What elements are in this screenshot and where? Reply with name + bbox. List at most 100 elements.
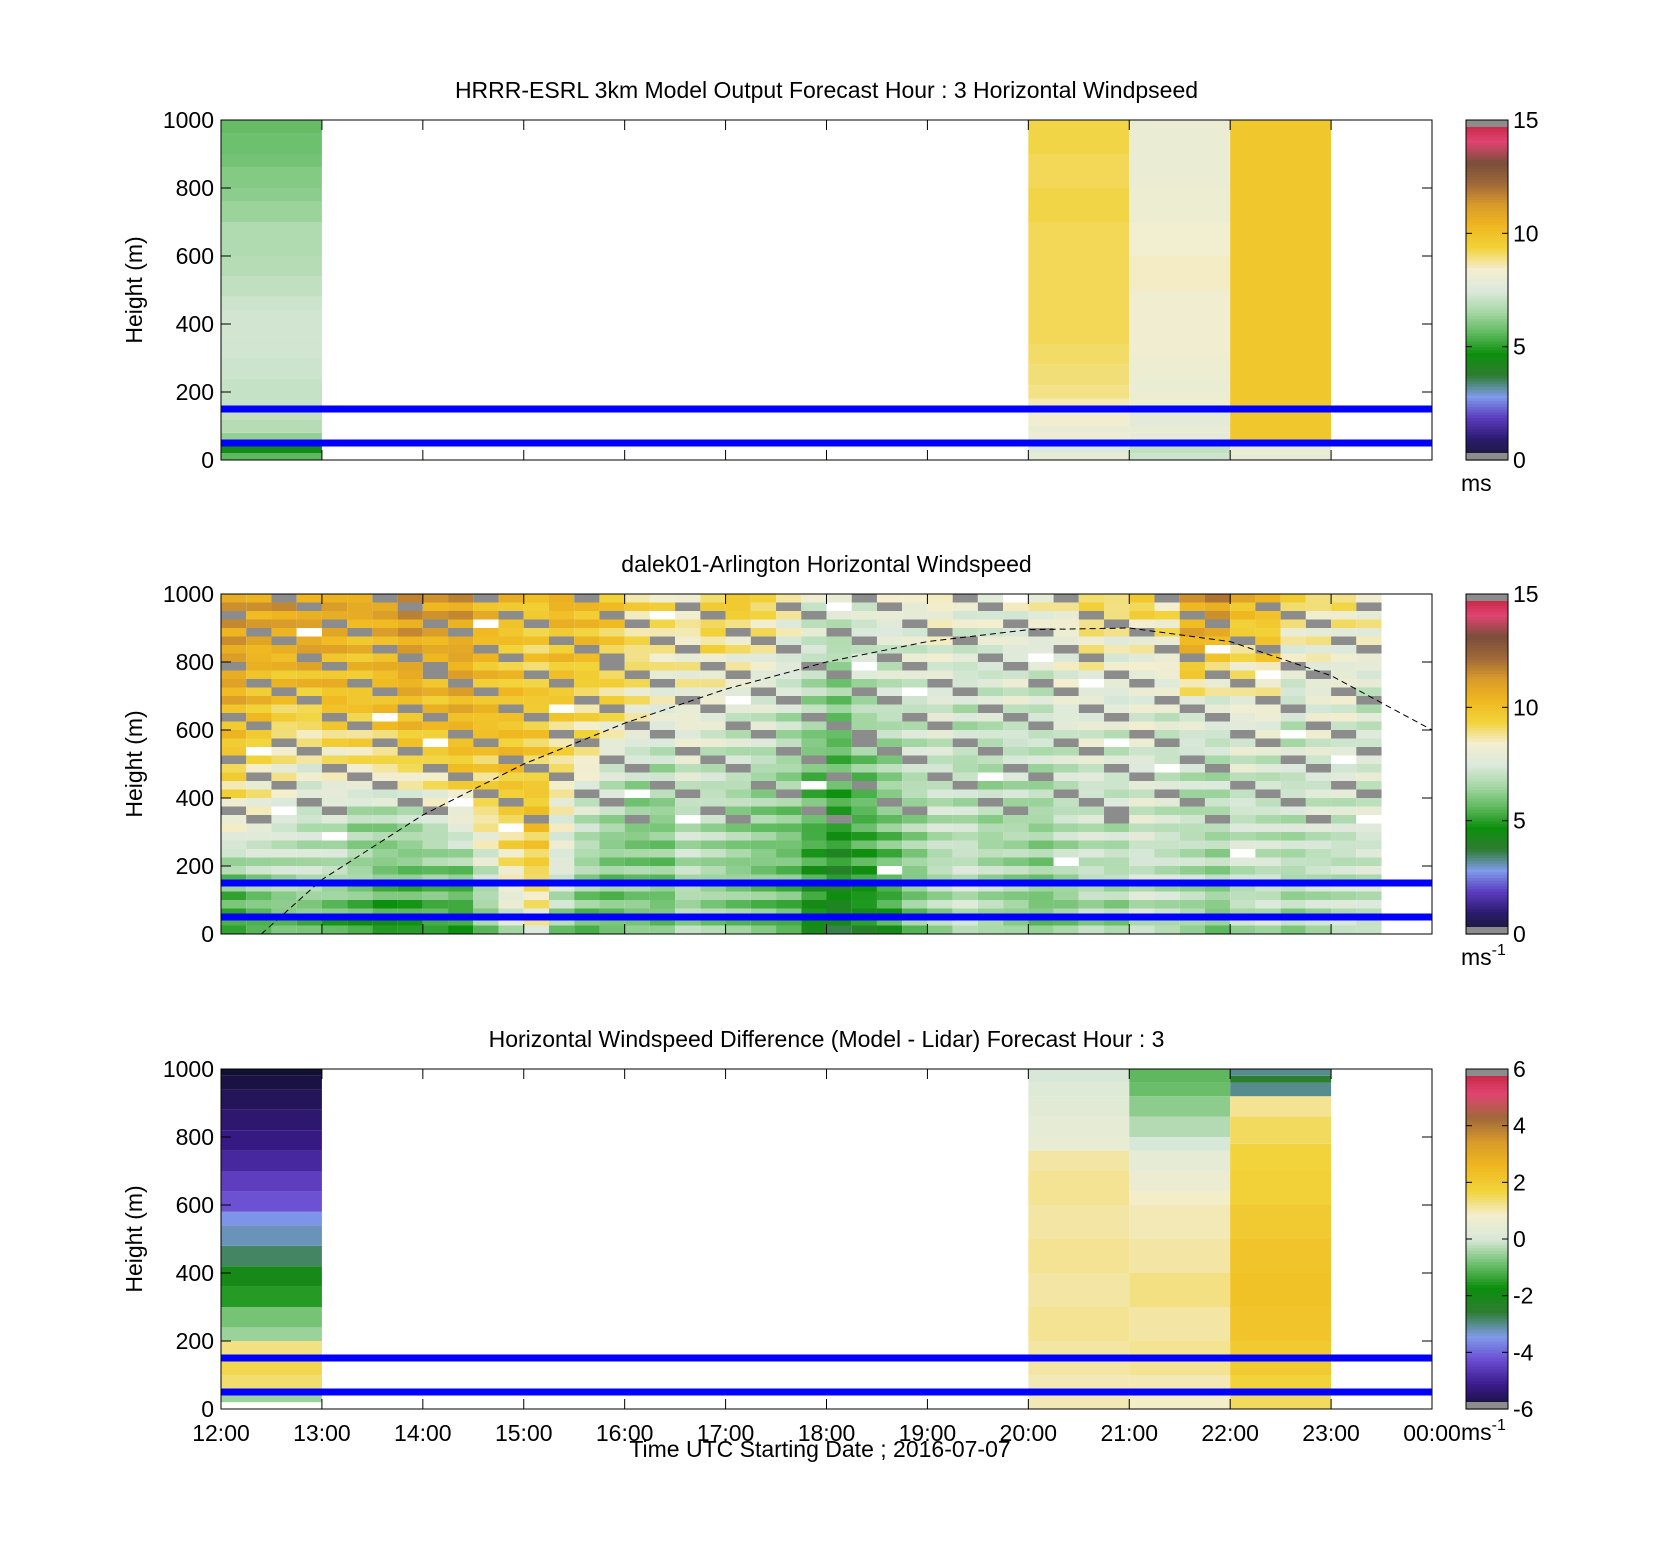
heatmap-cell (271, 806, 297, 815)
colorbar-step (1466, 1358, 1508, 1362)
heatmap-cell (1255, 747, 1281, 756)
colorbar-step (1466, 185, 1508, 189)
heatmap-cell (548, 866, 575, 875)
heatmap-cell (826, 883, 852, 892)
heatmap-cell (473, 874, 499, 883)
heatmap-cell (1179, 857, 1205, 866)
heatmap-cell (1280, 747, 1306, 756)
colorbar-step (1466, 207, 1508, 212)
heatmap-cell (1028, 679, 1054, 688)
heatmap-cell (725, 687, 751, 696)
colorbar-step (1466, 360, 1508, 365)
heatmap-cell (675, 764, 701, 773)
heatmap-cell (952, 789, 978, 798)
heatmap-cell (776, 611, 802, 620)
heatmap-cell (1104, 602, 1130, 611)
colorbar-step (1466, 647, 1508, 652)
heatmap-cell (1331, 806, 1357, 815)
heatmap-cell (1280, 730, 1306, 739)
colorbar-step (1466, 267, 1508, 271)
colorbar-end-cap (1466, 453, 1508, 460)
heatmap-cell (700, 857, 726, 866)
heatmap-cell (1078, 806, 1105, 815)
heatmap-cell (397, 798, 423, 807)
colorbar-frame (1465, 593, 1509, 935)
heatmap-cell (1179, 832, 1205, 841)
heatmap-cell (1028, 611, 1054, 620)
heatmap-cell (700, 772, 726, 781)
colorbar-step (1466, 349, 1508, 353)
heatmap-cell (347, 730, 373, 739)
heatmap-cell (548, 645, 575, 654)
heatmap-cell (574, 832, 600, 841)
heatmap-cell (1305, 849, 1332, 858)
colorbar-step (1466, 1088, 1508, 1093)
heatmap-cell (574, 806, 600, 815)
colorbar-end-cap (1466, 594, 1508, 601)
heatmap-cell (700, 636, 726, 645)
heatmap-cell (548, 730, 575, 739)
heatmap-cell (725, 662, 751, 671)
heatmap-cell (372, 866, 398, 875)
heatmap-cell (574, 798, 600, 807)
heatmap-cell (1356, 687, 1382, 696)
heatmap-cell (1129, 1239, 1231, 1273)
heatmap-cell (952, 849, 978, 858)
heatmap-cell (498, 849, 524, 858)
heatmap-cell (1356, 840, 1382, 849)
heatmap-cell (1104, 653, 1130, 662)
heatmap-cell (397, 823, 423, 832)
heatmap-cell (624, 883, 650, 892)
heatmap-cell (801, 917, 827, 926)
heatmap-cell (1179, 713, 1205, 722)
heatmap-cell (221, 296, 322, 311)
heatmap-cell (448, 645, 474, 654)
heatmap-cell (1129, 1191, 1231, 1205)
heatmap-cell (1078, 832, 1105, 841)
heatmap-cell (1003, 619, 1029, 628)
heatmap-cell (750, 900, 777, 909)
heatmap-cell (347, 755, 373, 764)
heatmap-cell (776, 908, 802, 917)
heatmap-cell (649, 823, 676, 832)
heatmap-cell (1078, 874, 1105, 883)
heatmap-cell (1028, 908, 1054, 917)
heatmap-cell (599, 891, 625, 900)
heatmap-cell (296, 823, 322, 832)
heatmap-cell (927, 670, 953, 679)
heatmap-cell (927, 594, 953, 603)
colorbar-step (1466, 287, 1508, 291)
colorbar-step (1466, 1100, 1508, 1104)
heatmap-cell (1154, 798, 1180, 807)
heatmap-cell (624, 866, 650, 875)
heatmap-cell (1305, 806, 1332, 815)
heatmap-cell (801, 747, 827, 756)
heatmap-cell (1154, 840, 1180, 849)
heatmap-cell (1230, 704, 1256, 713)
colorbar-step (1466, 1190, 1508, 1195)
heatmap-cell (599, 687, 625, 696)
heatmap-cell (221, 670, 247, 679)
heatmap-cell (548, 704, 575, 713)
heatmap-cell (649, 721, 676, 730)
heatmap-cell (1356, 900, 1382, 909)
heatmap-cell (1129, 704, 1155, 713)
heatmap-cell (397, 781, 423, 790)
heatmap-cell (523, 866, 549, 875)
colorbar-step (1466, 744, 1508, 748)
heatmap-cell (1104, 883, 1130, 892)
heatmap-cell (574, 857, 600, 866)
heatmap-cell (296, 628, 322, 637)
heatmap-cell (801, 772, 827, 781)
heatmap-cell (473, 645, 499, 654)
heatmap-cell (1204, 772, 1231, 781)
heatmap-cell (221, 446, 322, 454)
heatmap-cell (1179, 806, 1205, 815)
heatmap-cell (221, 696, 247, 705)
colorbar-step (1466, 205, 1508, 209)
heatmap-cell (347, 653, 373, 662)
heatmap-cell (1028, 857, 1054, 866)
heatmap-cell (1280, 917, 1306, 926)
heatmap-cell (776, 721, 802, 730)
